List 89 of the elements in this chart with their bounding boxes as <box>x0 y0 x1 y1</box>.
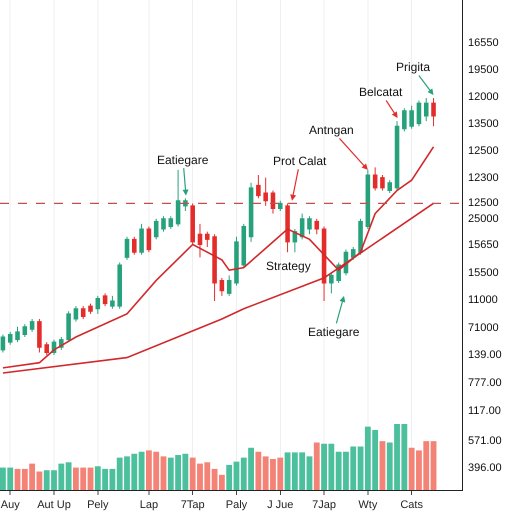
candlestick <box>350 246 356 260</box>
text: 16550 <box>468 37 499 49</box>
candlestick <box>212 234 217 302</box>
text: 396.00 <box>468 462 502 474</box>
candlestick <box>30 318 34 332</box>
candlestick <box>387 180 392 194</box>
candlestick <box>176 169 180 227</box>
candlestick <box>198 223 202 258</box>
candlestick <box>366 169 370 230</box>
candlestick <box>168 216 174 230</box>
text: 15500 <box>468 267 499 279</box>
candlestick <box>394 120 400 191</box>
candlestick <box>226 274 232 296</box>
bar <box>380 441 386 490</box>
text: 12500 <box>468 197 499 209</box>
x-tick-label: Cats <box>400 499 424 512</box>
candlestick <box>96 295 100 314</box>
candlestick <box>256 174 261 199</box>
candlestick <box>409 105 414 130</box>
candlestick <box>0 334 6 353</box>
x-tick-label: J Jue <box>267 499 294 512</box>
candlestick <box>80 306 86 320</box>
candlestick <box>37 318 42 353</box>
candlestick <box>329 272 334 294</box>
text: 777.00 <box>468 377 502 389</box>
candlestick <box>285 202 290 253</box>
candlestick <box>190 202 195 245</box>
x-tick-label: Auy <box>0 499 20 512</box>
text: 571.00 <box>468 435 502 447</box>
candlestick <box>220 277 224 296</box>
text: 139.00 <box>468 349 502 361</box>
candlestick <box>234 236 239 286</box>
annotation: Eatiegare <box>157 153 209 167</box>
candlestick <box>416 100 422 127</box>
annotation: Prot Calat <box>273 154 328 168</box>
candlestick <box>248 182 254 242</box>
x-tick-label: 7Jap <box>312 499 336 512</box>
text: 71000 <box>468 322 499 334</box>
candlestick <box>124 236 130 260</box>
candlestick <box>204 231 210 248</box>
annotation: Eatiegare <box>308 325 360 339</box>
bar <box>314 442 320 490</box>
candlestick <box>110 295 115 310</box>
text: 11000 <box>468 294 498 306</box>
candlestick <box>372 166 378 191</box>
x-tick-label: Aut Up <box>37 499 71 512</box>
candlestick <box>300 213 304 240</box>
candlestick <box>8 331 13 346</box>
text: 15650 <box>468 239 499 251</box>
candlestick <box>241 223 246 268</box>
text: 25000 <box>468 213 499 225</box>
candlestick <box>139 223 144 256</box>
candlestick <box>307 216 312 235</box>
candlestick <box>22 324 28 338</box>
candlestick <box>102 292 108 307</box>
text: 12300 <box>468 172 499 184</box>
annotation: Strategy <box>266 259 311 273</box>
x-tick-label: 7Tap <box>180 499 205 512</box>
candlestick <box>402 108 407 132</box>
candlestick <box>270 190 276 214</box>
candlestick <box>146 226 152 253</box>
x-tick-label: Paly <box>226 499 248 512</box>
candlestick <box>263 177 268 206</box>
candlestick <box>380 174 385 191</box>
annotation: Antngan <box>309 123 354 137</box>
text: 13500 <box>468 118 499 130</box>
candlestick <box>431 97 436 127</box>
candlestick <box>322 226 326 302</box>
candlestick <box>314 218 320 235</box>
candlestick <box>117 262 122 310</box>
annotation: Belcatat <box>359 85 404 99</box>
candlestick <box>424 97 429 122</box>
text: Prigita <box>396 60 430 74</box>
candlestick <box>154 218 158 240</box>
text: 117.00 <box>468 405 501 417</box>
x-tick-label: Lap <box>140 499 158 512</box>
candlestick <box>44 342 49 356</box>
candlestick <box>74 306 78 322</box>
candlestick <box>278 200 283 212</box>
candlestick <box>66 310 71 343</box>
candlestick <box>88 303 93 314</box>
text: 12500 <box>468 145 499 157</box>
x-tick-label: Wty <box>358 499 378 512</box>
text: 19500 <box>468 64 499 76</box>
x-tick-label: Pely <box>87 499 109 512</box>
candlestick <box>161 216 166 232</box>
text: 12000 <box>468 91 499 103</box>
candlestick <box>132 236 137 256</box>
candlestick <box>15 326 20 343</box>
